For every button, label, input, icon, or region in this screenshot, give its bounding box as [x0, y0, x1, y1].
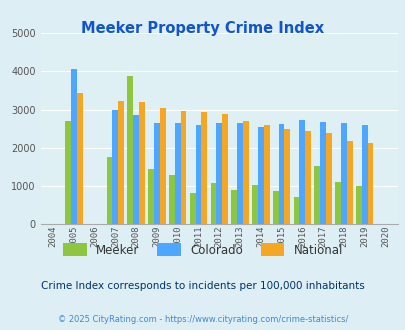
- Bar: [284, 129, 290, 224]
- Bar: [340, 123, 346, 224]
- Bar: [242, 121, 248, 224]
- Bar: [112, 110, 118, 224]
- Text: Meeker Property Crime Index: Meeker Property Crime Index: [81, 21, 324, 36]
- Legend: Meeker, Colorado, National: Meeker, Colorado, National: [58, 239, 347, 261]
- Bar: [118, 101, 124, 224]
- Bar: [257, 127, 263, 224]
- Bar: [210, 183, 216, 224]
- Bar: [133, 115, 139, 224]
- Bar: [252, 185, 257, 224]
- Bar: [148, 169, 153, 224]
- Bar: [325, 134, 331, 224]
- Bar: [65, 121, 71, 224]
- Bar: [216, 123, 222, 224]
- Bar: [313, 166, 320, 224]
- Bar: [160, 108, 165, 224]
- Bar: [263, 125, 269, 224]
- Bar: [175, 123, 180, 224]
- Bar: [153, 123, 160, 224]
- Bar: [361, 125, 367, 224]
- Bar: [305, 131, 310, 224]
- Bar: [127, 76, 133, 224]
- Bar: [231, 190, 237, 224]
- Bar: [237, 123, 242, 224]
- Bar: [320, 122, 325, 224]
- Text: Crime Index corresponds to incidents per 100,000 inhabitants: Crime Index corresponds to incidents per…: [41, 281, 364, 291]
- Bar: [180, 112, 186, 224]
- Bar: [195, 125, 201, 224]
- Bar: [334, 182, 340, 224]
- Bar: [298, 120, 305, 224]
- Bar: [355, 186, 361, 224]
- Text: © 2025 CityRating.com - https://www.cityrating.com/crime-statistics/: © 2025 CityRating.com - https://www.city…: [58, 315, 347, 324]
- Bar: [201, 113, 207, 224]
- Bar: [107, 157, 112, 224]
- Bar: [139, 102, 145, 224]
- Bar: [293, 197, 298, 224]
- Bar: [272, 191, 278, 224]
- Bar: [77, 93, 82, 224]
- Bar: [222, 115, 227, 224]
- Bar: [367, 143, 373, 224]
- Bar: [189, 193, 195, 224]
- Bar: [168, 175, 175, 224]
- Bar: [71, 69, 77, 224]
- Bar: [346, 141, 352, 224]
- Bar: [278, 124, 284, 224]
